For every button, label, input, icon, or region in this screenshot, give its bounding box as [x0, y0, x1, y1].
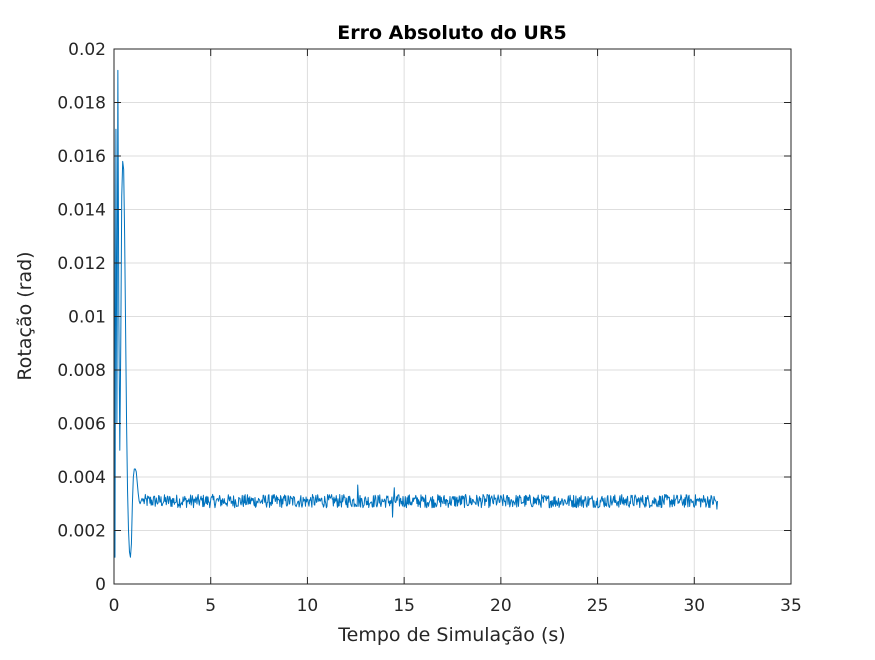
series-line [113, 62, 718, 558]
y-tick-label: 0.002 [57, 522, 106, 542]
y-tick-label: 0 [95, 575, 106, 595]
x-tick-label: 35 [780, 596, 802, 616]
y-axis-label: Rotação (rad) [14, 251, 36, 380]
y-tick-label: 0.018 [57, 94, 106, 114]
grid-lines [114, 49, 791, 584]
x-tick-label: 10 [297, 596, 319, 616]
y-tick-label: 0.006 [57, 415, 106, 435]
y-tick-labels: 0 0.002 0.004 0.006 0.008 0.01 0.012 0.014 0.016… [57, 40, 106, 595]
x-tick-label: 30 [683, 596, 705, 616]
y-tick-label: 0.02 [68, 40, 106, 60]
x-tick-label: 0 [109, 596, 120, 616]
x-tick-label: 15 [393, 596, 415, 616]
y-tick-label: 0.016 [57, 147, 106, 167]
y-tick-label: 0.014 [57, 201, 106, 221]
x-tick-label: 25 [587, 596, 609, 616]
y-tick-label: 0.008 [57, 361, 106, 381]
data-series [113, 62, 718, 558]
x-tick-labels: 0 5 10 15 20 25 30 35 [109, 596, 802, 616]
chart-title: Erro Absoluto do UR5 [337, 22, 566, 44]
y-tick-label: 0.01 [68, 308, 106, 328]
y-tick-label: 0.004 [57, 468, 106, 488]
axis-ticks [113, 48, 792, 585]
y-tick-label: 0.012 [57, 254, 106, 274]
x-tick-label: 20 [490, 596, 512, 616]
x-tick-label: 5 [205, 596, 216, 616]
x-axis-label: Tempo de Simulação (s) [337, 624, 565, 646]
